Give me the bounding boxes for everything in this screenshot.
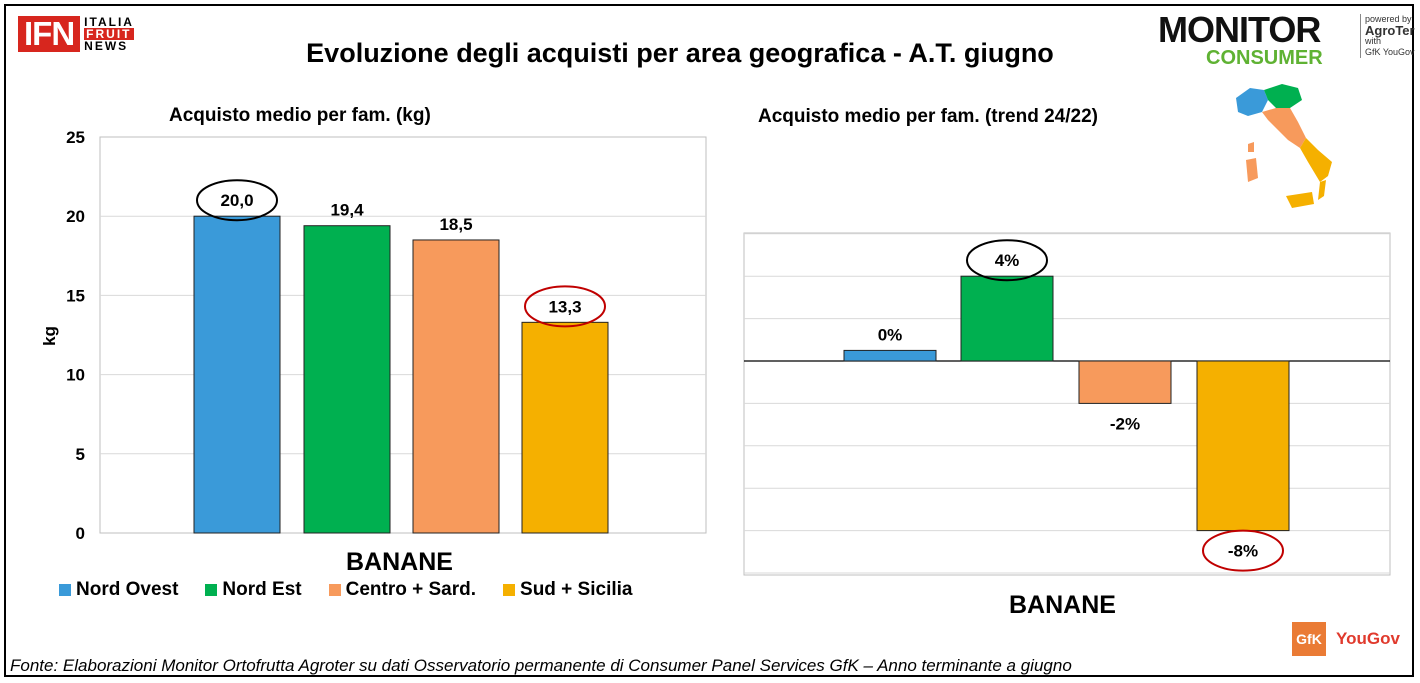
- consumer-logo-text: CONSUMER: [1206, 47, 1323, 69]
- partners-text: GfK YouGov: [1365, 47, 1415, 57]
- source-note: Fonte: Elaborazioni Monitor Ortofrutta A…: [10, 656, 1072, 675]
- legend-item-centro-sard: Centro + Sard.: [328, 579, 477, 601]
- legend-label-sud-sicilia: Sud + Sicilia: [520, 579, 633, 600]
- ifn-logo-words: ITALIA FRUIT NEWS: [84, 16, 134, 52]
- yougov-logo: YouGov: [1336, 629, 1400, 648]
- left-chart-subtitle: Acquisto medio per fam. (kg): [169, 105, 431, 126]
- ifn-logo-line2: FRUIT: [84, 28, 134, 40]
- left-bar-chart: 0 5 10 15 20 25 kg 20,0 19,4 18,5 13,3: [40, 128, 707, 543]
- right-bar-chart: 0% 4% -2% -8%: [743, 232, 1391, 576]
- bar-centro-sard: [1078, 360, 1172, 404]
- legend-swatch-sud-sicilia: [503, 584, 516, 596]
- with-text: with: [1365, 36, 1382, 46]
- right-chart-xlabel: BANANE: [1009, 591, 1116, 619]
- page-title: Evoluzione degli acquisti per area geogr…: [306, 38, 1054, 68]
- left-chart-xlabel: BANANE: [346, 548, 453, 576]
- plot-area: [743, 232, 1391, 576]
- highlight-circle-sud-sicilia: [1202, 529, 1284, 572]
- ifn-logo-mark: IFN: [18, 16, 81, 52]
- y-tick-label: 10: [66, 366, 85, 385]
- legend-item-nord-est: Nord Est: [205, 579, 302, 601]
- data-label-nord-est: 4%: [995, 251, 1020, 270]
- legend-label-nord-est: Nord Est: [222, 579, 302, 600]
- data-label-sud-sicilia: -8%: [1228, 542, 1258, 561]
- data-label-nord-ovest: 20,0: [220, 191, 253, 210]
- ifn-logo: IFN ITALIA FRUIT NEWS: [18, 16, 134, 52]
- powered-by-text: powered by: [1365, 14, 1412, 24]
- ifn-logo-line3: NEWS: [84, 39, 129, 53]
- data-label-centro-sard: 18,5: [439, 215, 472, 234]
- chart-legend: Nord Ovest Nord Est Centro + Sard. Sud +…: [59, 579, 659, 601]
- data-label-nord-ovest: 0%: [878, 325, 903, 344]
- plot-area: [99, 136, 707, 534]
- bar-nord-est: [960, 275, 1054, 362]
- gfk-logo: GfK: [1292, 622, 1326, 656]
- y-tick-label: 25: [66, 128, 85, 147]
- y-axis-label: kg: [40, 326, 59, 346]
- legend-item-sud-sicilia: Sud + Sicilia: [503, 579, 632, 601]
- monitor-consumer-logo: MONITOR CONSUMER: [1158, 9, 1323, 69]
- bar-centro-sard: [412, 239, 500, 534]
- bar-nord-ovest: [843, 349, 937, 362]
- y-tick-label: 0: [76, 524, 85, 543]
- legend-swatch-nord-ovest: [59, 584, 71, 596]
- y-tick-label: 15: [66, 286, 85, 305]
- agroter-text: AgroTer: [1365, 23, 1415, 38]
- legend-label-centro-sard: Centro + Sard.: [345, 579, 477, 600]
- italy-map-icon: [1236, 84, 1332, 208]
- right-chart-subtitle: Acquisto medio per fam. (trend 24/22): [758, 106, 1098, 127]
- slide-frame: [4, 4, 1414, 677]
- monitor-logo-text: MONITOR: [1158, 9, 1321, 50]
- bar-nord-ovest: [193, 215, 281, 534]
- legend-swatch-nord-est: [205, 584, 218, 596]
- legend-label-nord-ovest: Nord Ovest: [76, 579, 179, 600]
- gfk-yougov-logo: GfK YouGov: [1292, 622, 1400, 656]
- highlight-circle-nord-est: [966, 239, 1048, 282]
- bar-sud-sicilia: [1196, 360, 1290, 532]
- y-tick-label: 5: [76, 445, 85, 464]
- highlight-circle-nord-ovest: [196, 179, 278, 222]
- data-label-centro-sard: -2%: [1110, 414, 1140, 433]
- y-tick-label: 20: [66, 207, 85, 226]
- powered-by-block: powered by AgroTer with GfK YouGov: [1360, 14, 1415, 58]
- data-label-sud-sicilia: 13,3: [548, 297, 581, 316]
- legend-item-nord-ovest: Nord Ovest: [59, 579, 178, 601]
- bar-nord-est: [303, 225, 391, 534]
- highlight-circle-sud-sicilia: [524, 285, 606, 328]
- bar-sud-sicilia: [521, 321, 609, 534]
- ifn-logo-line1: ITALIA: [84, 15, 134, 29]
- legend-swatch-centro-sard: [328, 584, 341, 596]
- data-label-nord-est: 19,4: [330, 201, 364, 220]
